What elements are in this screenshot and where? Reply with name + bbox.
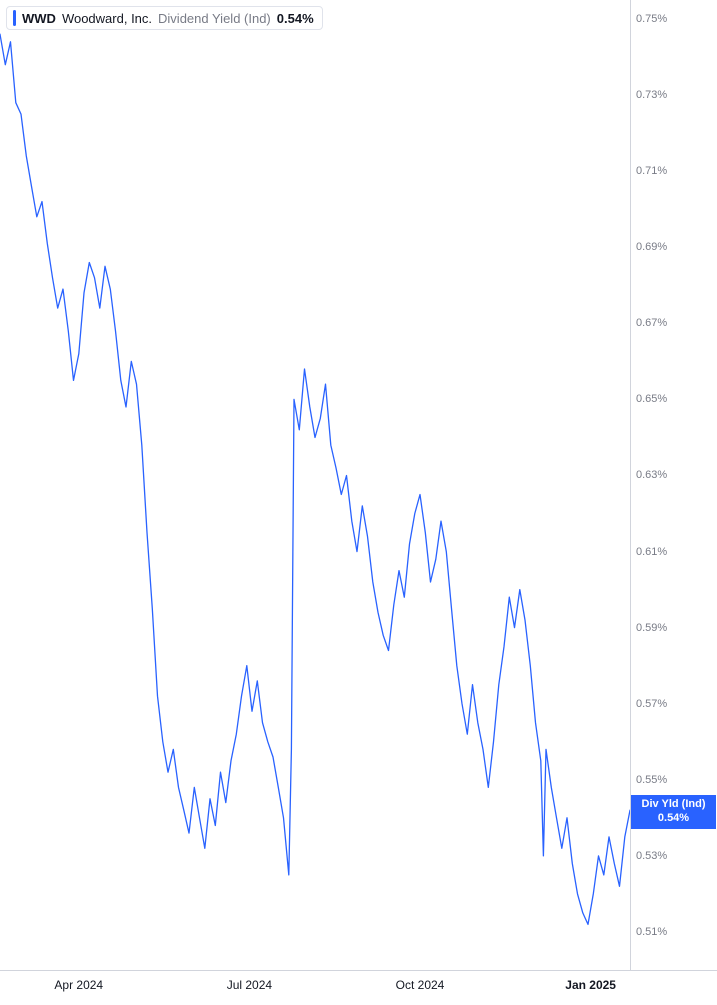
series-line [0, 34, 630, 924]
y-tick-label: 0.73% [630, 89, 716, 101]
current-price-tag: Div Yld (Ind) 0.54% [631, 795, 716, 829]
y-tick-label: 0.55% [630, 774, 716, 786]
price-tag-value: 0.54% [637, 812, 710, 826]
x-tick-label: Jul 2024 [227, 978, 272, 992]
price-tag-label: Div Yld (Ind) [637, 798, 710, 812]
x-tick-label: Apr 2024 [54, 978, 103, 992]
y-tick-label: 0.61% [630, 546, 716, 558]
dividend-yield-chart[interactable] [0, 0, 630, 970]
y-tick-label: 0.71% [630, 165, 716, 177]
y-tick-label: 0.65% [630, 393, 716, 405]
y-tick-label: 0.75% [630, 13, 716, 25]
y-tick-label: 0.69% [630, 241, 716, 253]
y-tick-label: 0.53% [630, 850, 716, 862]
x-tick-label: Jan 2025 [565, 978, 616, 992]
y-tick-label: 0.51% [630, 926, 716, 938]
y-tick-label: 0.57% [630, 698, 716, 710]
y-tick-label: 0.67% [630, 317, 716, 329]
x-axis: Apr 2024 Jul 2024 Oct 2024 Jan 2025 [0, 970, 630, 1005]
y-tick-label: 0.63% [630, 469, 716, 481]
y-tick-label: 0.59% [630, 622, 716, 634]
x-tick-label: Oct 2024 [396, 978, 445, 992]
